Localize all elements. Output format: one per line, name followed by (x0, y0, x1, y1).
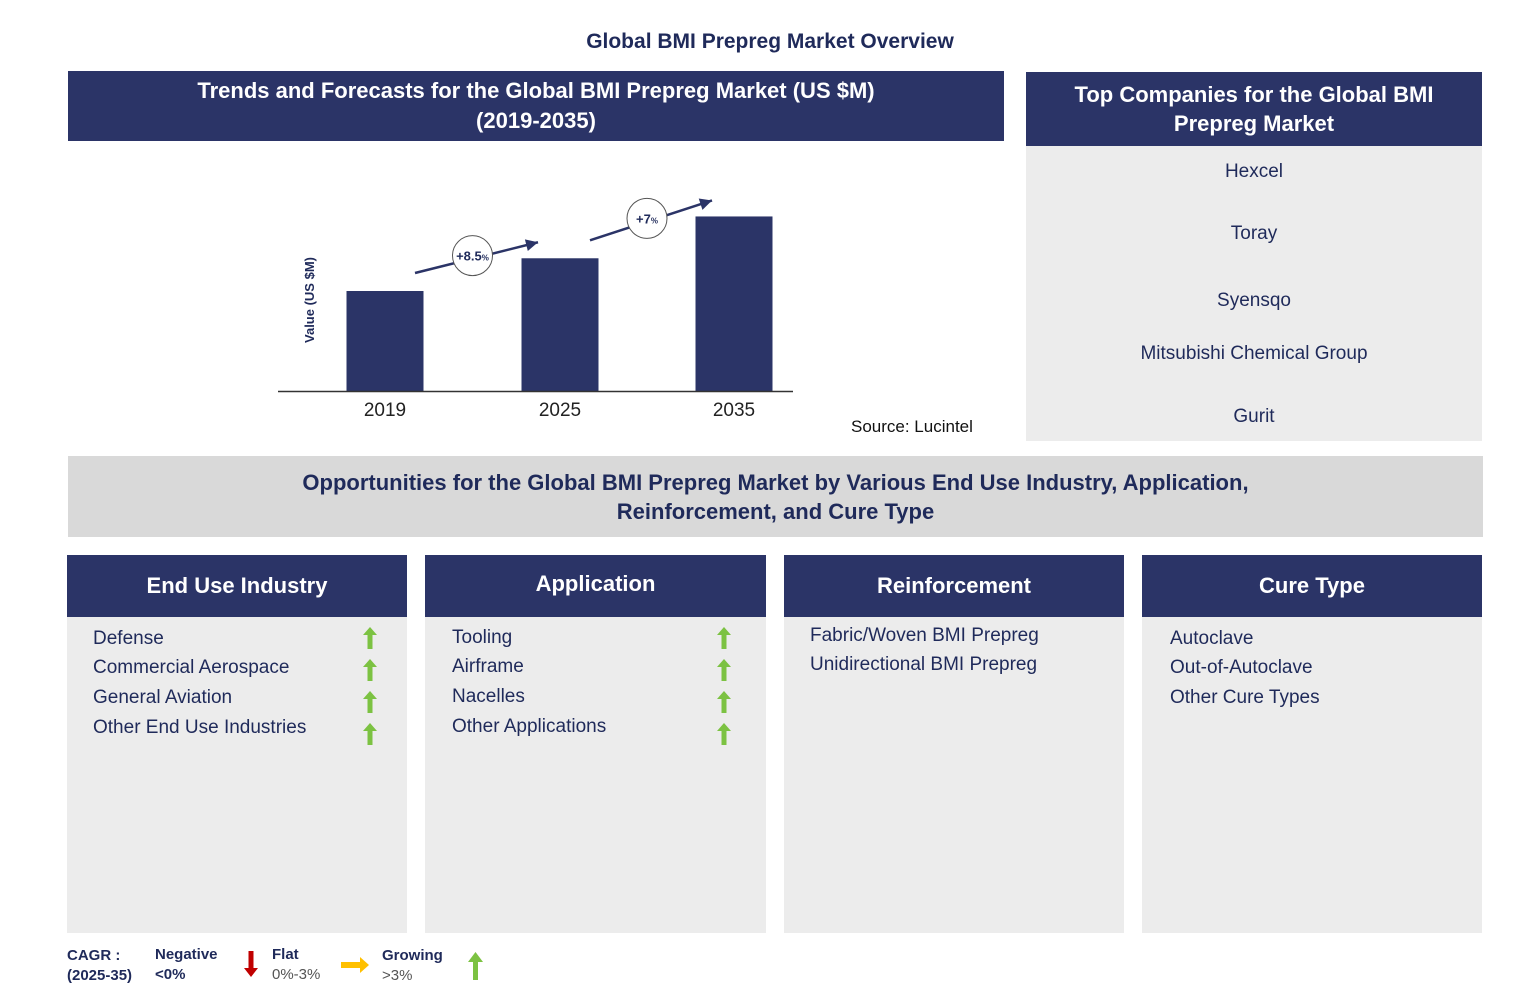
segment-header-reinforcement: Reinforcement (784, 555, 1124, 617)
segment-item-tooling: Tooling (452, 627, 513, 648)
bar-chart: 2019 2025 2035 Value (US $M) +8.5% +7% (278, 197, 793, 421)
growth-arrow-head (698, 198, 712, 210)
growing-arrow-icon (363, 659, 377, 681)
legend-flat: Flat 0%-3% (272, 945, 320, 985)
x-tick-label: 2025 (539, 400, 581, 421)
growing-arrow-icon (468, 952, 483, 980)
page-title: Global BMI Prepreg Market Overview (586, 30, 954, 53)
growing-arrow-icon (717, 723, 731, 745)
growth-label: +7% (636, 211, 658, 226)
growth-badge (626, 197, 668, 239)
legend-cagr-line1: CAGR : (67, 947, 121, 964)
flat-arrow-icon (341, 957, 369, 973)
legend-negative: Negative <0% (155, 945, 218, 985)
segment-item-out-of-autoclave: Out-of-Autoclave (1170, 657, 1313, 678)
growing-arrow-icon (363, 627, 377, 649)
segment-item-nacelles: Nacelles (452, 686, 525, 707)
growing-arrow-icon (717, 691, 731, 713)
segment-panel-application: Tooling Airframe Nacelles Other Applicat… (425, 617, 766, 933)
segment-header-cure-type: Cure Type (1142, 555, 1482, 617)
company-mitsubishi: Mitsubishi Chemical Group (1140, 343, 1368, 364)
opportunities-banner: Opportunities for the Global BMI Prepreg… (68, 456, 1483, 537)
segment-item-other-applications: Other Applications (452, 716, 607, 737)
legend-growing-range: >3% (382, 967, 413, 984)
opportunities-line1: Opportunities for the Global BMI Prepreg… (302, 469, 1249, 495)
segment-item-unidirectional: Unidirectional BMI Prepreg (810, 654, 1038, 675)
x-tick-label: 2035 (713, 400, 755, 421)
negative-arrow-icon (244, 951, 258, 977)
legend-negative-title: Negative (155, 946, 218, 963)
legend-flat-range: 0%-3% (272, 966, 321, 983)
segment-item-commercial-aerospace: Commercial Aerospace (93, 657, 290, 678)
growth-arrow-head (524, 239, 538, 252)
legend-growing: Growing >3% (382, 946, 443, 986)
growing-arrow-icon (717, 627, 731, 649)
company-toray: Toray (1230, 223, 1278, 244)
legend-cagr-label: CAGR : (2025-35) (67, 946, 132, 986)
y-axis-label: Value (US $M) (302, 257, 317, 343)
bar-2019 (346, 291, 424, 391)
growth-badge (452, 235, 493, 277)
segment-header-end-use: End Use Industry (67, 555, 407, 617)
companies-panel: Hexcel Toray Syensqo Mitsubishi Chemical… (1026, 146, 1482, 441)
segment-item-fabric-woven: Fabric/Woven BMI Prepreg (810, 625, 1039, 646)
segment-header-application: Application (425, 555, 766, 617)
legend-negative-range: <0% (155, 966, 186, 983)
segment-item-other-end-use: Other End Use Industries (93, 717, 307, 738)
segment-item-airframe: Airframe (452, 656, 524, 677)
legend-cagr-line2: (2025-35) (67, 967, 133, 984)
trend-header-line2: (2019-2035) (476, 108, 596, 133)
companies-header: Top Companies for the Global BMI Prepreg… (1026, 72, 1482, 146)
source-text: Source: Lucintel (851, 417, 973, 436)
segment-panel-cure-type: Autoclave Out-of-Autoclave Other Cure Ty… (1142, 617, 1482, 933)
segment-panel-reinforcement: Fabric/Woven BMI Prepreg Unidirectional … (784, 617, 1124, 933)
trend-header-line1: Trends and Forecasts for the Global BMI … (197, 78, 875, 103)
growing-arrow-icon (363, 723, 377, 745)
company-hexcel: Hexcel (1224, 161, 1284, 182)
bar-2025 (521, 258, 599, 391)
legend-flat-title: Flat (272, 946, 299, 963)
segment-panel-end-use: Defense Commercial Aerospace General Avi… (67, 617, 407, 933)
growing-arrow-icon (717, 659, 731, 681)
growing-arrow-icon (363, 691, 377, 713)
segment-item-other-cure-types: Other Cure Types (1170, 687, 1320, 708)
growth-label: +8.5% (456, 249, 489, 264)
segment-item-autoclave: Autoclave (1170, 628, 1254, 649)
company-gurit: Gurit (1233, 406, 1275, 427)
opportunities-line2: Reinforcement, and Cure Type (616, 498, 935, 524)
trend-header: Trends and Forecasts for the Global BMI … (68, 71, 1004, 141)
company-syensqo: Syensqo (1217, 290, 1291, 311)
legend-growing-title: Growing (382, 947, 443, 964)
segment-item-general-aviation: General Aviation (93, 687, 233, 708)
x-tick-label: 2019 (364, 400, 406, 421)
segment-item-defense: Defense (93, 628, 164, 649)
bar-2035 (695, 216, 773, 391)
